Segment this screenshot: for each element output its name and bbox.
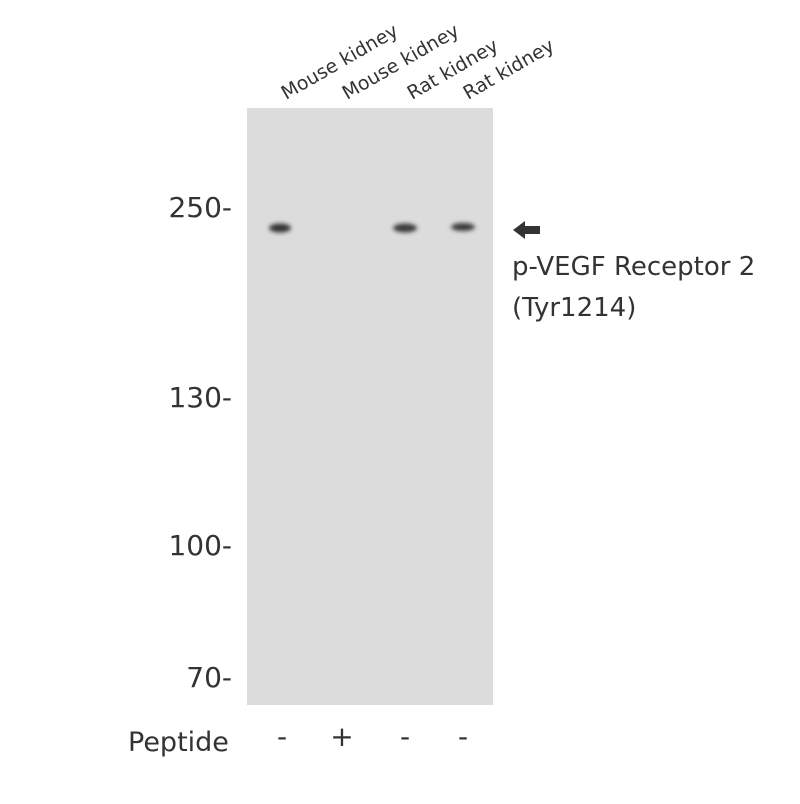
marker-label: 250-	[168, 191, 232, 224]
arrow	[513, 221, 540, 239]
band	[269, 223, 291, 233]
annotation: p-VEGF Receptor 2	[512, 252, 755, 282]
band	[451, 223, 475, 231]
marker-label: 130-	[168, 381, 232, 414]
blot-membrane	[247, 108, 493, 705]
marker-label: 70-	[186, 661, 232, 694]
marker-label: 100-	[168, 529, 232, 562]
band	[393, 223, 417, 233]
peptide-label: Peptide	[128, 727, 229, 758]
peptide-sign: -	[400, 720, 410, 753]
peptide-sign: -	[277, 720, 287, 753]
annotation: (Tyr1214)	[512, 293, 636, 323]
peptide-sign: -	[458, 720, 468, 753]
peptide-sign: +	[330, 720, 353, 753]
bands	[269, 223, 475, 233]
